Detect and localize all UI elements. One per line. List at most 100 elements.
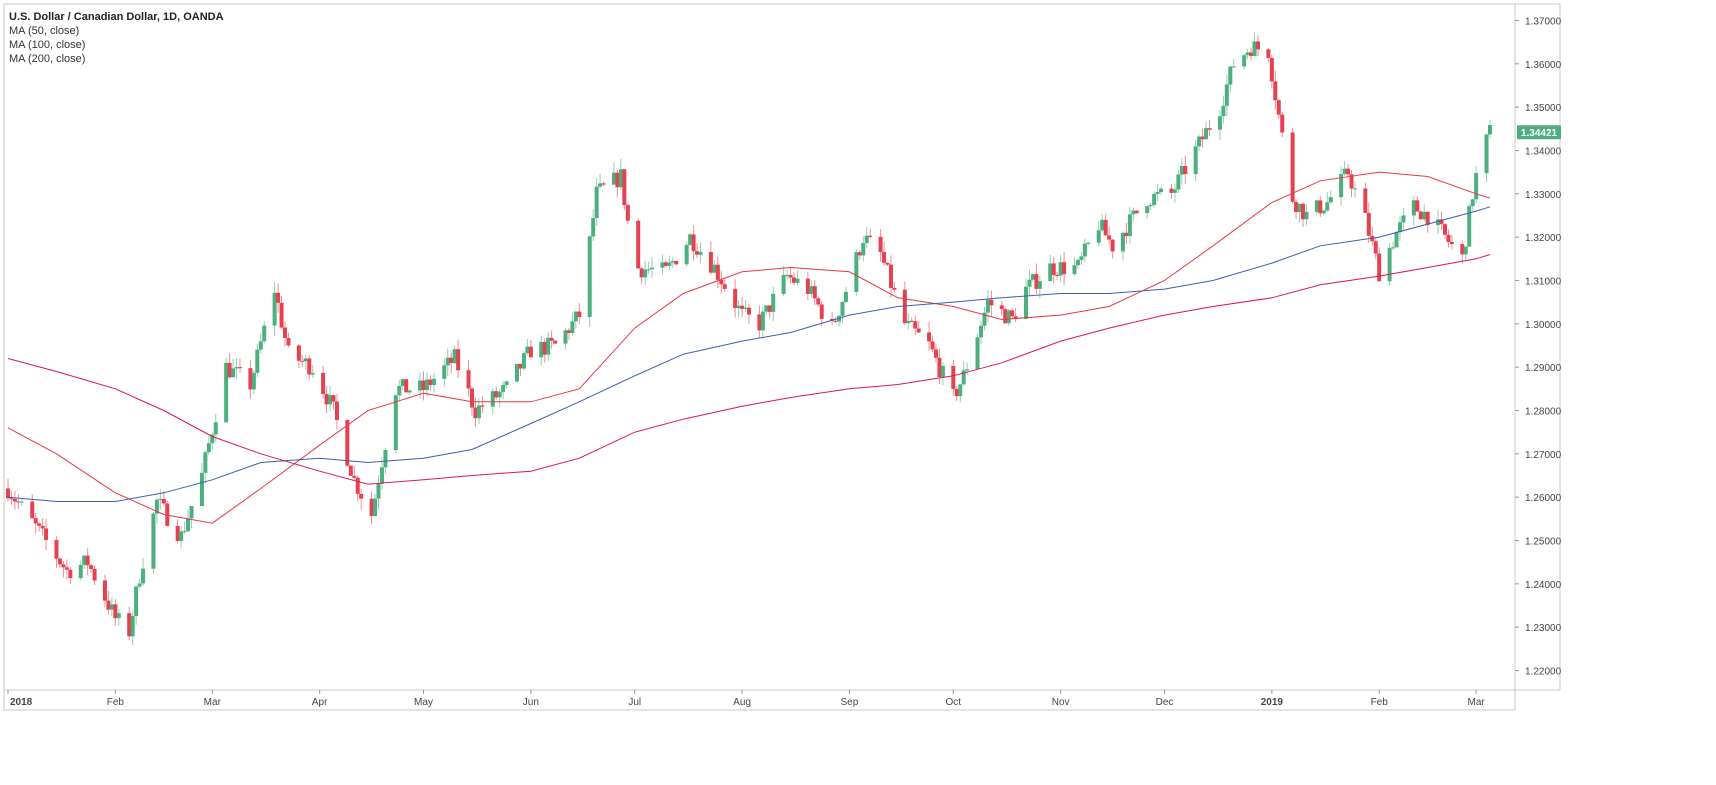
candle-down[interactable]: [1273, 81, 1278, 101]
candle-down[interactable]: [1363, 188, 1368, 213]
candle-up[interactable]: [1152, 193, 1157, 205]
candle-down[interactable]: [469, 388, 474, 408]
candle-up[interactable]: [137, 583, 142, 587]
candle-up[interactable]: [940, 365, 945, 378]
candle-up[interactable]: [141, 568, 146, 584]
candle-up[interactable]: [598, 183, 603, 187]
candle-up[interactable]: [272, 292, 277, 326]
candle-up[interactable]: [1436, 219, 1441, 226]
candle-down[interactable]: [6, 488, 10, 499]
candle-down[interactable]: [369, 498, 374, 517]
candle-down[interactable]: [636, 220, 641, 269]
candle-down[interactable]: [85, 555, 90, 566]
candle-up[interactable]: [442, 365, 447, 379]
candle-down[interactable]: [622, 169, 627, 206]
candle-down[interactable]: [1377, 253, 1382, 282]
candle-up[interactable]: [255, 349, 260, 373]
candle-up[interactable]: [78, 564, 83, 578]
candle-down[interactable]: [127, 613, 132, 637]
candle-up[interactable]: [1072, 265, 1077, 275]
candle-up[interactable]: [213, 422, 218, 435]
candle-up[interactable]: [660, 262, 665, 268]
candle-up[interactable]: [684, 244, 689, 265]
candle-down[interactable]: [37, 523, 42, 526]
candle-down[interactable]: [40, 525, 45, 529]
candle-down[interactable]: [1318, 200, 1323, 214]
candle-up[interactable]: [591, 218, 596, 237]
candle-down[interactable]: [733, 288, 738, 309]
candle-down[interactable]: [1449, 241, 1454, 244]
candle-down[interactable]: [1103, 219, 1108, 236]
candle-up[interactable]: [1224, 84, 1229, 106]
candle-up[interactable]: [383, 450, 388, 468]
candle-down[interactable]: [930, 341, 935, 350]
candle-up[interactable]: [490, 391, 495, 407]
candle-down[interactable]: [1280, 114, 1285, 133]
candle-up[interactable]: [743, 307, 748, 309]
candle-up[interactable]: [1024, 286, 1029, 319]
candle-down[interactable]: [691, 234, 696, 252]
candle-up[interactable]: [1467, 206, 1472, 247]
candle-up[interactable]: [501, 384, 506, 392]
candle-up[interactable]: [958, 384, 963, 397]
candle-down[interactable]: [767, 305, 772, 312]
candle-down[interactable]: [1124, 232, 1129, 237]
candle-up[interactable]: [525, 346, 530, 354]
candle-up[interactable]: [843, 291, 848, 302]
candle-down[interactable]: [1249, 52, 1254, 56]
candle-down[interactable]: [1134, 210, 1139, 214]
candle-up[interactable]: [1411, 200, 1416, 216]
candle-up[interactable]: [1131, 210, 1136, 215]
candle-up[interactable]: [379, 467, 384, 484]
candle-down[interactable]: [882, 252, 887, 263]
candle-down[interactable]: [1200, 136, 1205, 140]
candle-down[interactable]: [473, 407, 478, 419]
candle-up[interactable]: [189, 506, 194, 519]
candle-down[interactable]: [1051, 263, 1056, 275]
candle-up[interactable]: [646, 269, 651, 271]
candle-down[interactable]: [1349, 174, 1354, 189]
candle-down[interactable]: [999, 305, 1004, 310]
candle-down[interactable]: [355, 477, 360, 494]
candle-up[interactable]: [1304, 211, 1309, 220]
candle-down[interactable]: [937, 357, 942, 378]
candle-up[interactable]: [452, 349, 457, 364]
candle-up[interactable]: [521, 353, 526, 369]
candle-up[interactable]: [445, 357, 450, 366]
candle-up[interactable]: [1096, 230, 1101, 243]
candle-up[interactable]: [809, 286, 814, 294]
candle-down[interactable]: [833, 320, 838, 322]
candle-down[interactable]: [788, 274, 793, 278]
candle-up[interactable]: [1463, 246, 1468, 255]
candle-down[interactable]: [868, 235, 873, 237]
candle-up[interactable]: [376, 483, 381, 499]
candle-down[interactable]: [1256, 41, 1261, 50]
candle-up[interactable]: [985, 299, 990, 313]
candle-up[interactable]: [1394, 232, 1399, 248]
candle-up[interactable]: [1228, 66, 1233, 85]
candle-up[interactable]: [594, 186, 599, 219]
candle-down[interactable]: [740, 305, 745, 309]
candle-down[interactable]: [933, 349, 938, 358]
candle-down[interactable]: [577, 311, 582, 317]
candle-down[interactable]: [348, 465, 353, 476]
candle-down[interactable]: [480, 405, 485, 407]
candle-up[interactable]: [497, 391, 502, 398]
candle-down[interactable]: [916, 328, 921, 333]
candle-down[interactable]: [757, 314, 762, 331]
candle-up[interactable]: [1179, 166, 1184, 175]
candle-up[interactable]: [854, 252, 859, 292]
candle-up[interactable]: [310, 372, 315, 375]
candle-up[interactable]: [1242, 55, 1247, 67]
candle-up[interactable]: [1397, 222, 1402, 233]
candle-up[interactable]: [234, 367, 239, 369]
candle-down[interactable]: [345, 420, 350, 466]
chart-title[interactable]: U.S. Dollar / Canadian Dollar, 1D, OANDA: [9, 11, 224, 23]
candle-up[interactable]: [151, 513, 156, 569]
candle-down[interactable]: [1010, 310, 1015, 317]
candle-up[interactable]: [1100, 219, 1105, 231]
candle-up[interactable]: [206, 443, 211, 453]
candle-up[interactable]: [764, 305, 769, 312]
candle-down[interactable]: [331, 395, 336, 402]
